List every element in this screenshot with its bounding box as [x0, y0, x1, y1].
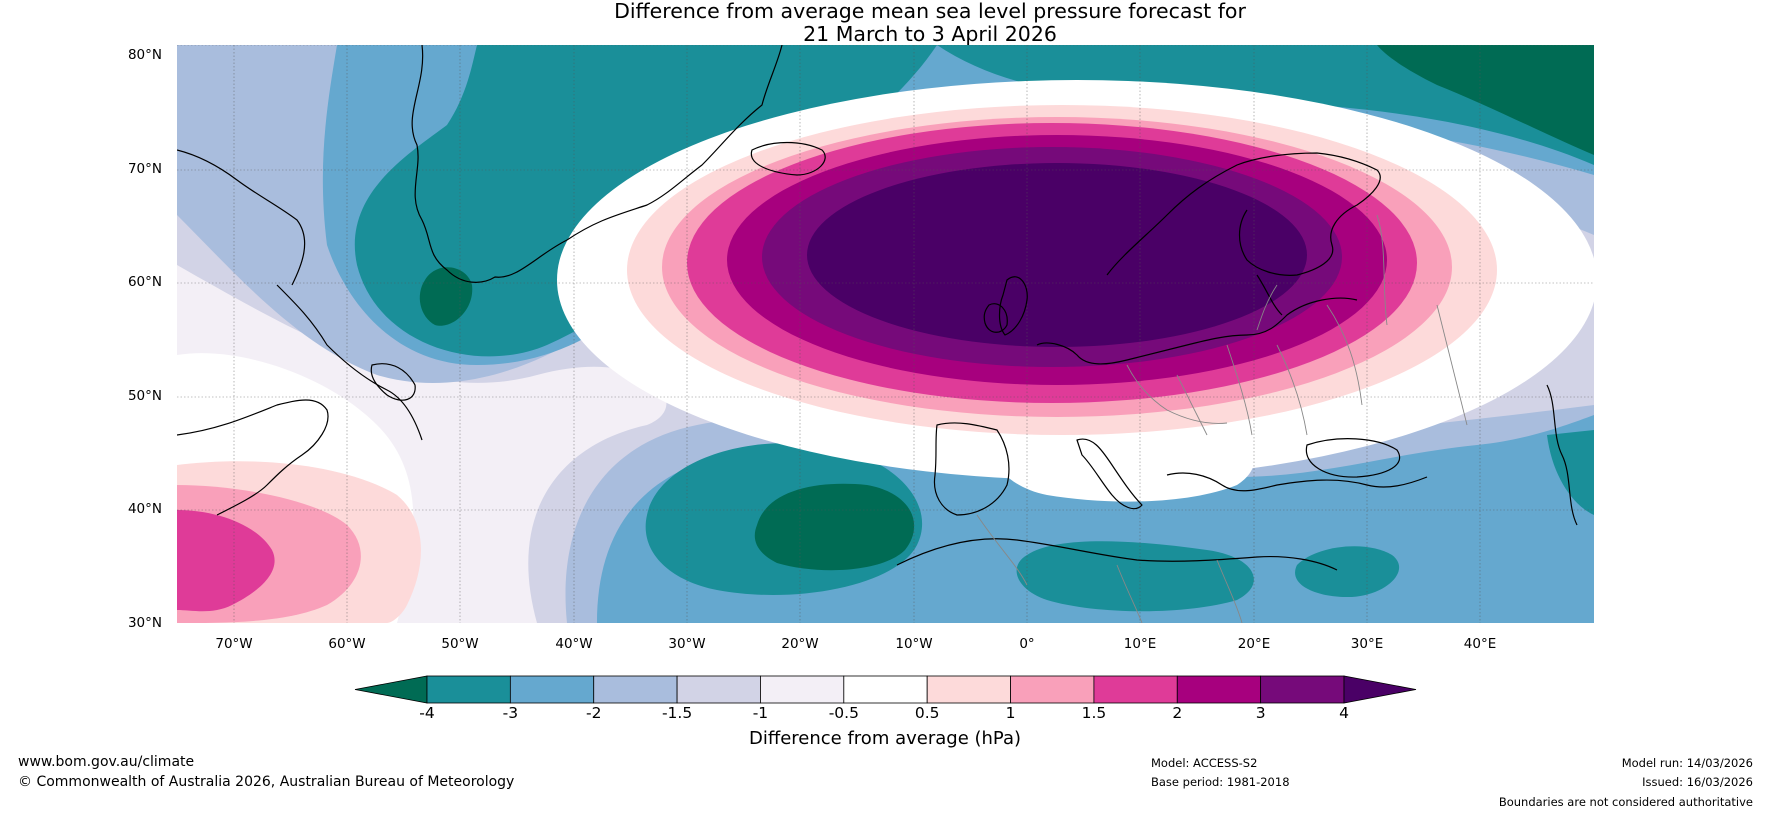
colorbar-tick-label: 4: [1339, 704, 1349, 722]
colorbar-tick-label: 0.5: [914, 704, 940, 722]
title-line-2: 21 March to 3 April 2026: [803, 22, 1057, 46]
arctic-low-core: [1377, 45, 1594, 155]
east-low: [1547, 430, 1594, 515]
lat-label-50n: 50°N: [127, 388, 162, 404]
coastlines: [177, 45, 1578, 571]
caspian-coast: [1546, 384, 1578, 526]
map-title: Difference from average mean sea level p…: [0, 0, 1770, 46]
lat-label-80n: 80°N: [127, 47, 162, 63]
high-contour-max: [807, 163, 1307, 347]
lon-label-20e: 20°E: [1237, 636, 1271, 652]
colorbar-tick-label: 2: [1172, 704, 1183, 722]
baltic-coast: [1256, 274, 1283, 316]
country-borders: [976, 214, 1468, 623]
west-high-2: [177, 510, 275, 612]
lat-label-30n: 30°N: [127, 615, 162, 631]
colorbar-tick-label: -3: [502, 704, 519, 722]
black-sea: [1305, 438, 1401, 478]
colorbar-tick-label: -0.5: [828, 704, 859, 722]
lon-label-30w: 30°W: [668, 636, 706, 652]
colorbar-box: [1260, 675, 1345, 704]
footer-copyright: © Commonwealth of Australia 2026, Austra…: [18, 774, 515, 790]
north-africa-coast: [896, 538, 1338, 571]
lon-label-50w: 50°W: [441, 636, 479, 652]
lat-label-40n: 40°N: [127, 501, 162, 517]
lon-label-30e: 30°E: [1350, 636, 1384, 652]
labrador-coast: [276, 284, 423, 441]
italy-coast: [1076, 438, 1143, 510]
lon-label-40w: 40°W: [555, 636, 593, 652]
colorbar-tick-label: 1.5: [1081, 704, 1107, 722]
title-line-1: Difference from average mean sea level p…: [614, 0, 1246, 23]
colorbar-box: [1093, 675, 1178, 704]
colorbar-arrow-high: [1343, 675, 1417, 704]
iberia-coast: [933, 422, 1010, 516]
colorbar-box: [1176, 675, 1262, 704]
footer-base-period: Base period: 1981-2018: [1151, 775, 1290, 789]
lon-label-0: 0°: [1019, 636, 1035, 652]
lon-label-10w: 10°W: [895, 636, 933, 652]
lat-label-60n: 60°N: [127, 274, 162, 290]
colorbar-box: [760, 675, 845, 704]
footer-model: Model: ACCESS-S2: [1151, 756, 1258, 770]
colorbar-box: [676, 675, 761, 704]
footer-website[interactable]: www.bom.gov.au/climate: [18, 754, 195, 770]
colorbar-box: [426, 675, 511, 704]
uk-ireland: [983, 276, 1028, 336]
lat-label-70n: 70°N: [127, 161, 162, 177]
lon-label-10e: 10°E: [1123, 636, 1157, 652]
lon-label-70w: 70°W: [215, 636, 253, 652]
colorbar-box: [1010, 675, 1095, 704]
us-east-coast: [177, 399, 329, 516]
med-low: [1016, 541, 1254, 612]
greenland-low-core: [419, 267, 473, 326]
colorbar-box: [593, 675, 678, 704]
footer-disclaimer: Boundaries are not considered authoritat…: [1498, 795, 1753, 809]
anomaly-map: [177, 45, 1594, 623]
iceland: [750, 141, 826, 176]
greece-turkey: [1166, 472, 1428, 492]
colorbar-tick-label: 1: [1005, 704, 1016, 722]
colorbar-box: [843, 675, 928, 704]
footer-issued: Issued: 16/03/2026: [1642, 775, 1753, 789]
colorbar-box: [926, 675, 1011, 704]
colorbar-arrow-low: [354, 675, 428, 704]
colorbar-label: Difference from average (hPa): [748, 728, 1022, 749]
greenland-coast: [411, 45, 783, 283]
colorbar-tick-label: -2: [585, 704, 602, 722]
black-sea-low: [1295, 546, 1400, 598]
colorbar-box: [509, 675, 595, 704]
lon-label-40e: 40°E: [1463, 636, 1497, 652]
lon-label-20w: 20°W: [781, 636, 819, 652]
colorbar-tick-label: -1.5: [661, 704, 693, 722]
europe-mainland-coast: [1036, 297, 1358, 365]
newfoundland: [370, 363, 416, 401]
colorbar-tick-label: -4: [419, 704, 435, 722]
atlantic-low-core: [754, 483, 915, 571]
colorbar-tick-label: 3: [1255, 704, 1266, 722]
graticule: [177, 45, 1594, 623]
baffin-coast: [177, 149, 306, 286]
lon-label-60w: 60°W: [328, 636, 366, 652]
colorbar-tick-label: -1: [752, 704, 769, 722]
footer-model-run: Model run: 14/03/2026: [1621, 756, 1753, 770]
scandinavia-coast: [1106, 152, 1381, 276]
